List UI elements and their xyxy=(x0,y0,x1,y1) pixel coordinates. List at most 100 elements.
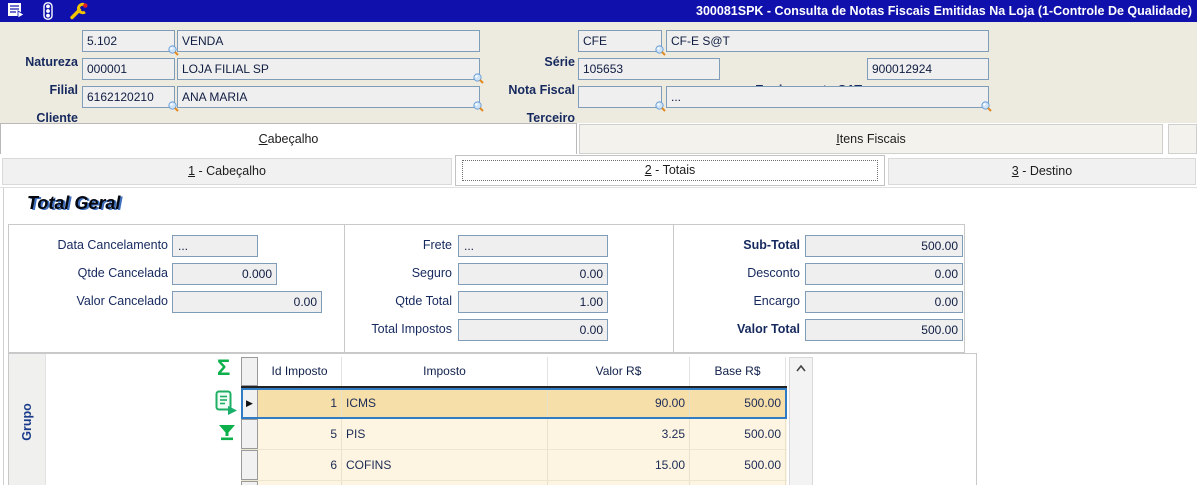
window-title: 300081SPK - Consulta de Notas Fiscais Em… xyxy=(696,4,1192,18)
cell-base: 500.00 xyxy=(690,450,786,480)
filial-label: Filial xyxy=(49,83,78,97)
tab-3-destino[interactable]: 3 - Destino xyxy=(888,158,1196,185)
tab-2-totais[interactable]: 2 - Totais xyxy=(455,155,885,186)
table-row[interactable]: ▶ 1 ICMS 90.00 500.00 xyxy=(241,388,787,419)
terceiro-desc-field[interactable]: ... xyxy=(666,86,989,108)
export-document-icon[interactable] xyxy=(215,390,239,421)
row-selector[interactable] xyxy=(241,419,258,449)
data-cancelamento-field[interactable]: ... xyxy=(172,235,258,257)
filial-code-field[interactable]: 000001 xyxy=(82,58,175,80)
filter-funnel-icon[interactable] xyxy=(217,423,237,445)
col-header-valor[interactable]: Valor R$ xyxy=(548,357,690,386)
valor-cancelado-label: Valor Cancelado xyxy=(76,294,169,308)
scroll-up-icon[interactable] xyxy=(790,358,812,378)
grupo-panel: Grupo Σ Id Imposto Imposto Valor R$ Base… xyxy=(8,353,977,485)
natureza-code-field[interactable]: 5.102 xyxy=(82,30,175,52)
total-impostos-field[interactable]: 0.00 xyxy=(458,319,608,341)
lookup-icon[interactable] xyxy=(168,45,179,56)
equipamento-sat-field[interactable]: 900012924 xyxy=(867,58,989,80)
seguro-label: Seguro xyxy=(411,266,452,280)
cell-valor: 15.00 xyxy=(548,450,690,480)
row-selector[interactable] xyxy=(241,450,258,480)
cell-id-imposto: 5 xyxy=(258,419,342,449)
lookup-icon[interactable] xyxy=(473,73,484,84)
table-row[interactable] xyxy=(241,481,787,485)
frete-label: Frete xyxy=(422,238,452,252)
panel-divider xyxy=(344,224,345,353)
desconto-field[interactable]: 0.00 xyxy=(805,263,963,285)
frete-field[interactable]: ... xyxy=(458,235,608,257)
lookup-icon[interactable] xyxy=(473,101,484,112)
serie-desc-field[interactable]: CF-E S@T xyxy=(666,30,989,52)
table-row[interactable]: 6 COFINS 15.00 500.00 xyxy=(241,450,787,481)
cell-imposto: ICMS xyxy=(342,388,548,418)
seguro-field[interactable]: 0.00 xyxy=(458,263,608,285)
serie-code-field[interactable]: CFE xyxy=(578,30,662,52)
terceiro-code-field[interactable] xyxy=(578,86,662,108)
cell-valor xyxy=(548,481,690,485)
tax-table-header: Id Imposto Imposto Valor R$ Base R$ xyxy=(241,357,787,388)
lookup-icon[interactable] xyxy=(655,45,666,56)
desconto-label: Desconto xyxy=(747,266,800,280)
qtde-total-field[interactable]: 1.00 xyxy=(458,291,608,313)
cell-base: 500.00 xyxy=(690,388,786,418)
traffic-light-icon[interactable] xyxy=(39,2,61,20)
lookup-icon[interactable] xyxy=(655,101,666,112)
valor-total-label: Valor Total xyxy=(737,322,800,336)
tab-2-totais-label: 2 - Totais xyxy=(644,163,696,177)
cell-base xyxy=(690,481,786,485)
current-row-marker: ▶ xyxy=(246,397,253,408)
cliente-label: Cliente xyxy=(36,111,78,125)
tab-1-cabecalho[interactable]: 1 - Cabeçalho xyxy=(2,158,452,185)
qtde-cancelada-field[interactable]: 0.000 xyxy=(172,263,277,285)
row-selector[interactable]: ▶ xyxy=(241,388,258,418)
serie-label: Série xyxy=(544,55,575,69)
panel-divider xyxy=(673,224,674,353)
nota-fiscal-field[interactable]: 105653 xyxy=(578,58,720,80)
cliente-desc-field[interactable]: ANA MARIA xyxy=(177,86,480,108)
data-cancelamento-label: Data Cancelamento xyxy=(57,238,168,252)
cell-imposto xyxy=(342,481,548,485)
wrench-icon[interactable] xyxy=(69,2,91,20)
cliente-code-field[interactable]: 6162120210 xyxy=(82,86,175,108)
tax-table-rows: ▶ 1 ICMS 90.00 500.00 5 PIS 3.25 500.00 6 COFINS 15… xyxy=(241,388,787,485)
tab-cabecalho[interactable]: Cabeçalho xyxy=(0,123,577,154)
cell-imposto: COFINS xyxy=(342,450,548,480)
cell-imposto: PIS xyxy=(342,419,548,449)
nota-fiscal-label: Nota Fiscal xyxy=(508,83,575,97)
valor-total-field[interactable]: 500.00 xyxy=(805,319,963,341)
col-header-base[interactable]: Base R$ xyxy=(690,357,786,386)
valor-cancelado-field[interactable]: 0.00 xyxy=(172,291,322,313)
qtde-cancelada-label: Qtde Cancelada xyxy=(77,266,168,280)
sum-icon[interactable]: Σ xyxy=(217,355,231,380)
filial-desc-field[interactable]: LOJA FILIAL SP xyxy=(177,58,480,80)
row-selector[interactable] xyxy=(241,481,258,485)
report-icon[interactable] xyxy=(7,2,29,20)
title-bar: 300081SPK - Consulta de Notas Fiscais Em… xyxy=(0,0,1197,22)
cell-valor: 3.25 xyxy=(548,419,690,449)
table-row[interactable]: 5 PIS 3.25 500.00 xyxy=(241,419,787,450)
total-impostos-label: Total Impostos xyxy=(371,322,452,336)
sub-total-field[interactable]: 500.00 xyxy=(805,235,963,257)
cell-id-imposto xyxy=(258,481,342,485)
lookup-icon[interactable] xyxy=(981,101,992,112)
page-left-border xyxy=(3,188,4,485)
lookup-icon[interactable] xyxy=(168,101,179,112)
selector-header-cell xyxy=(241,357,258,386)
vertical-scrollbar[interactable] xyxy=(789,357,813,485)
section-title: Total Geral xyxy=(27,193,121,213)
encargo-label: Encargo xyxy=(753,294,800,308)
encargo-field[interactable]: 0.00 xyxy=(805,291,963,313)
tax-table: Id Imposto Imposto Valor R$ Base R$ ▶ 1 IC… xyxy=(241,357,787,485)
col-header-imposto[interactable]: Imposto xyxy=(342,357,548,386)
natureza-desc-field[interactable]: VENDA xyxy=(177,30,480,52)
qtde-total-label: Qtde Total xyxy=(395,294,452,308)
tab-itens-fiscais[interactable]: Itens Fiscais xyxy=(579,124,1163,154)
col-header-id-imposto[interactable]: Id Imposto xyxy=(258,357,342,386)
cell-base: 500.00 xyxy=(690,419,786,449)
cell-id-imposto: 1 xyxy=(258,388,342,418)
grupo-side-strip: Grupo xyxy=(9,354,46,485)
natureza-label: Natureza xyxy=(25,55,78,69)
tab-partial[interactable] xyxy=(1168,124,1197,154)
cell-id-imposto: 6 xyxy=(258,450,342,480)
